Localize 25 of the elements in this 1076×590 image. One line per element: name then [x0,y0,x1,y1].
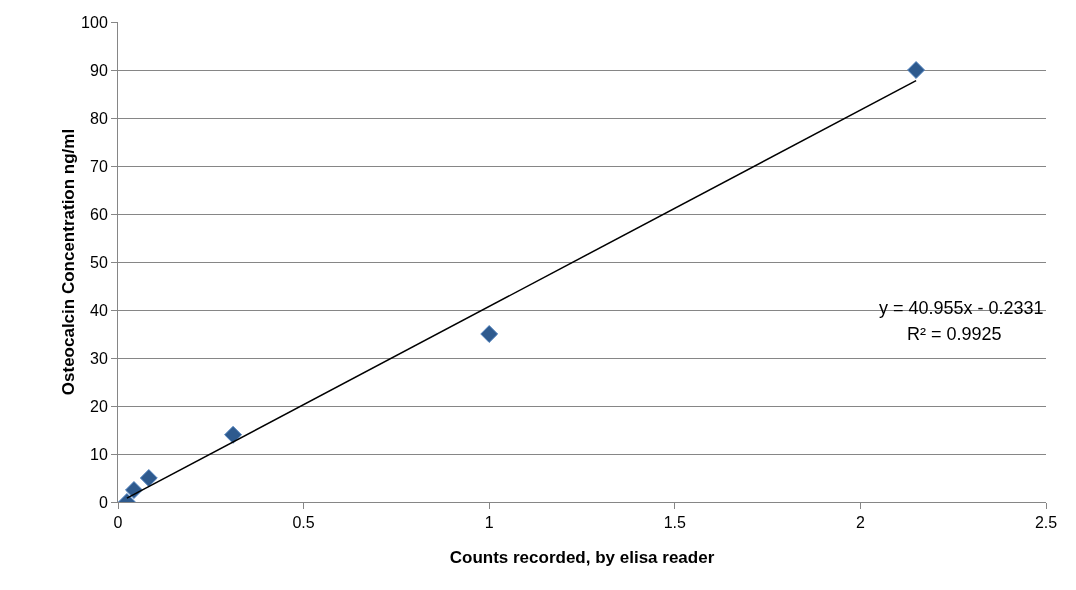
y-tick-label: 70 [90,157,108,175]
y-tick-label: 60 [90,205,108,223]
y-tick-label: 40 [90,301,108,319]
x-tick-label: 0.5 [292,514,315,532]
x-tick-label: 1.5 [663,514,687,532]
y-tick-label: 30 [90,349,108,367]
y-tick-label: 20 [90,397,108,415]
y-tick-label: 80 [90,109,108,127]
point [907,61,926,79]
y-tick-label: 100 [81,13,108,31]
y-tick-label: 0 [98,493,108,511]
annotation: R² = 0.9925 [907,324,1002,344]
x-tick-label: 0 [113,514,123,532]
x-tick-label: 1 [484,514,494,532]
annotation: y = 40.955x - 0.2331 [879,298,1044,318]
x-tick-label: 2 [855,514,865,532]
point [480,325,499,343]
point [139,469,158,487]
point [224,425,243,444]
y-axis-title: Osteocalcin Concentration ng/ml [59,128,78,396]
x-axis-title: Counts recorded, by elisa reader [449,548,715,567]
x-tick-label: 2.5 [1034,514,1058,532]
y-tick-label: 50 [90,253,108,271]
y-tick-label: 90 [90,61,108,79]
y-tick-label: 10 [90,445,108,463]
